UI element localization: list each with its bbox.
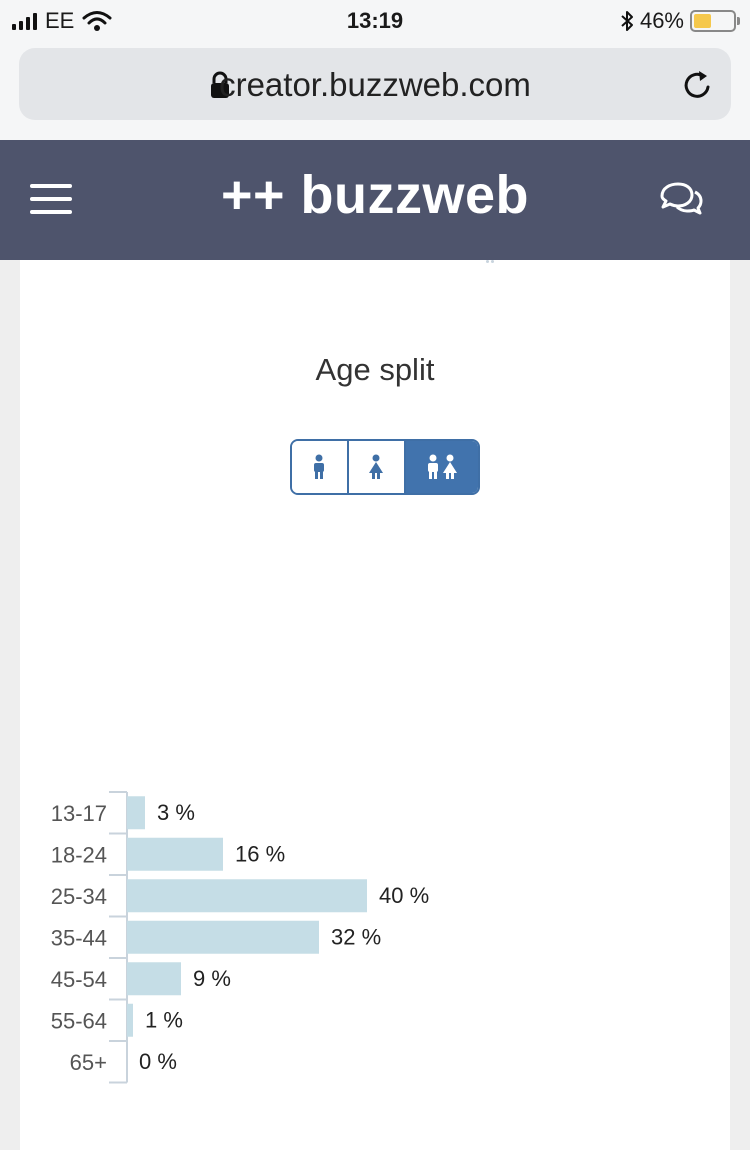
all-genders-icon [427,454,457,479]
url-text: creator.buzzweb.com [219,66,531,103]
data-label: 1 % [145,1007,183,1032]
data-label: 32 % [331,924,381,949]
category-label: 13-17 [51,801,107,826]
category-label: 18-24 [51,842,107,867]
site-header: ++ buzzweb [0,140,750,260]
battery-fill [694,14,711,28]
clock: 13:19 [346,8,404,33]
brand-logo[interactable]: ++ buzzweb [220,165,530,225]
chat-icon[interactable] [658,180,704,218]
bar[interactable] [127,962,181,996]
wifi-icon [82,11,112,31]
data-label: 40 % [379,883,429,908]
data-label: 16 % [235,841,285,866]
chart-card: Age split [20,260,730,1150]
menu-icon[interactable] [30,184,72,214]
category-label: 35-44 [51,925,107,950]
bar[interactable] [127,1003,133,1037]
signal-icon [12,12,37,30]
chart-title: Age split [315,352,435,387]
lock-icon [211,71,229,98]
gender-toggle[interactable] [290,439,480,495]
age-split-chart: 13-17 3 % 18-24 16 % 25-34 40 % 35-44 32 % 45-54… [51,791,429,1084]
browser-toolbar: creator.buzzweb.com [0,40,750,140]
bar[interactable] [127,837,223,871]
data-label: 0 % [139,1049,177,1074]
bar[interactable] [127,879,367,913]
toggle-male[interactable] [292,441,349,493]
category-label: 55-64 [51,1008,107,1033]
bar[interactable] [127,920,319,954]
status-left: EE [12,8,112,34]
reload-icon[interactable] [681,68,715,102]
data-label: 3 % [157,800,195,825]
status-right: 46% [620,8,740,34]
bar[interactable] [127,796,145,830]
battery-icon [690,10,740,32]
carrier-label: EE [45,8,75,33]
male-icon [314,454,325,479]
category-label: 65+ [70,1050,107,1075]
toggle-female[interactable] [348,441,406,493]
bluetooth-icon [621,11,633,31]
toggle-all[interactable] [405,441,478,493]
female-icon [369,454,384,479]
address-bar[interactable]: creator.buzzweb.com [19,48,731,120]
drag-handle-icon[interactable] [486,260,496,266]
category-label: 25-34 [51,884,107,909]
data-label: 9 % [193,966,231,991]
battery-percent: 46% [639,8,684,33]
status-bar: EE 13:19 46% [0,0,750,40]
category-label: 45-54 [51,967,107,992]
